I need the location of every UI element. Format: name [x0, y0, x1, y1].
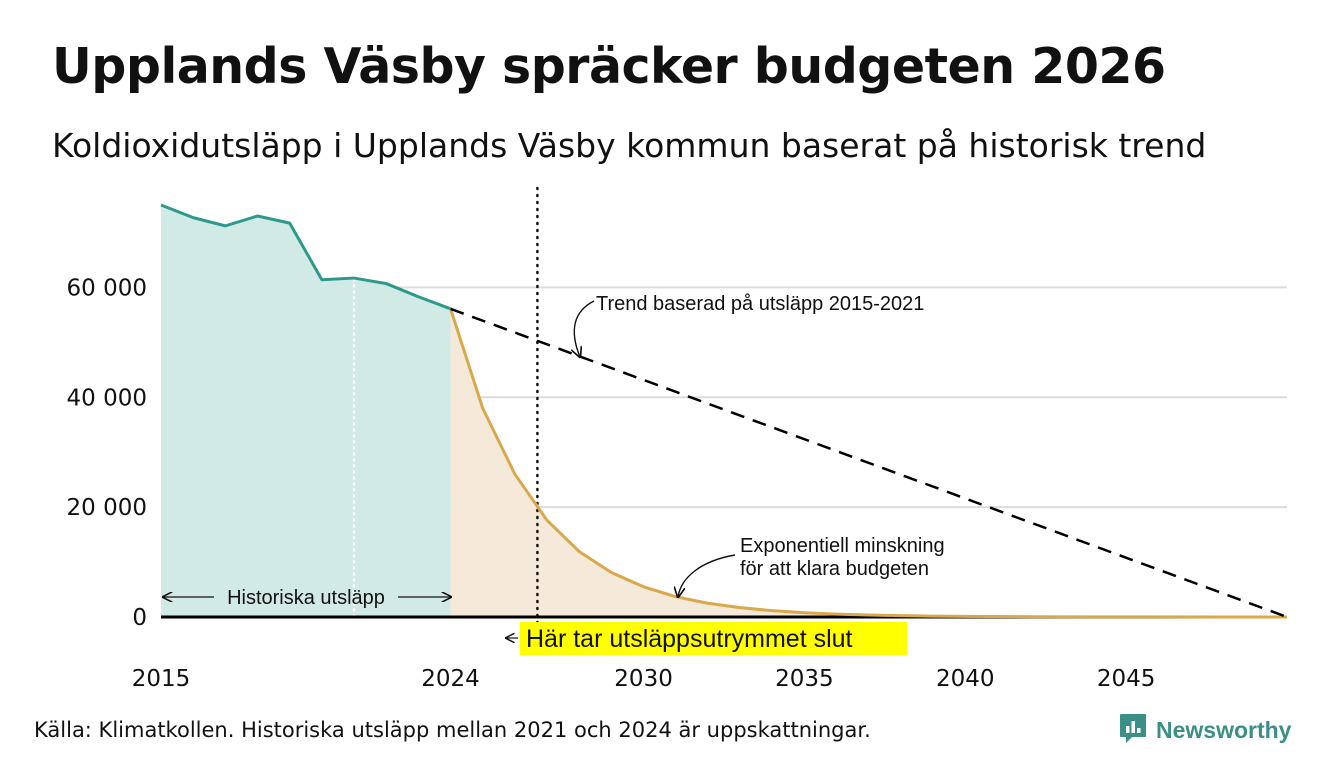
x-tick-label: 2045	[1097, 666, 1156, 692]
brand-name: Newsworthy	[1156, 716, 1292, 743]
brand-logo: Newsworthy	[1118, 712, 1291, 748]
y-tick-label: 60 000	[67, 275, 147, 301]
y-axis-tick-labels: 0 20 000 40 000 60 000	[67, 275, 147, 631]
y-tick-label: 40 000	[67, 385, 147, 411]
y-tick-label: 20 000	[67, 495, 147, 521]
y-tick-label: 0	[132, 605, 147, 631]
trend-line	[450, 307, 1288, 619]
exp-annotation-line2: för att klara budgeten	[740, 558, 929, 580]
budget-line	[449, 308, 1288, 619]
budget-area	[450, 308, 1287, 617]
chart-logo-icon	[1118, 712, 1148, 748]
x-tick-label: 2035	[775, 666, 834, 692]
chart-title: Upplands Väsby spräcker budgeten 2026	[52, 38, 1166, 95]
exp-annotation-line1: Exponentiell minskning	[740, 535, 945, 557]
vertical-markers	[352, 186, 539, 656]
budget-end-label: Här tar utsläppsutrymmet slut	[526, 625, 853, 653]
exp-annotation-arrow	[678, 554, 736, 597]
area-fills	[161, 205, 1287, 617]
x-tick-label: 2040	[936, 666, 995, 692]
historical-annotation: Historiska utsläpp	[227, 587, 385, 609]
historical-line	[160, 203, 452, 311]
historical-area	[161, 205, 451, 617]
annotations: Trend baserad på utsläpp 2015-2021 Expon…	[163, 293, 945, 655]
trend-annotation: Trend baserad på utsläpp 2015-2021	[596, 293, 924, 315]
x-tick-label: 2024	[421, 666, 480, 692]
emissions-chart: 0 20 000 40 000 60 000 2015 2024 2030 2035 2040…	[67, 186, 1288, 692]
x-tick-label: 2030	[614, 666, 673, 692]
series-lines	[160, 203, 1288, 619]
x-axis-tick-labels: 2015 2024 2030 2035 2040 2045	[132, 666, 1156, 692]
budget-end-highlight	[520, 622, 907, 655]
x-tick-label: 2015	[132, 666, 191, 692]
chart-subtitle: Koldioxidutsläpp i Upplands Väsby kommun…	[52, 126, 1207, 165]
source-note: Källa: Klimatkollen. Historiska utsläpp …	[34, 718, 871, 742]
trend-annotation-arrow	[574, 300, 595, 357]
